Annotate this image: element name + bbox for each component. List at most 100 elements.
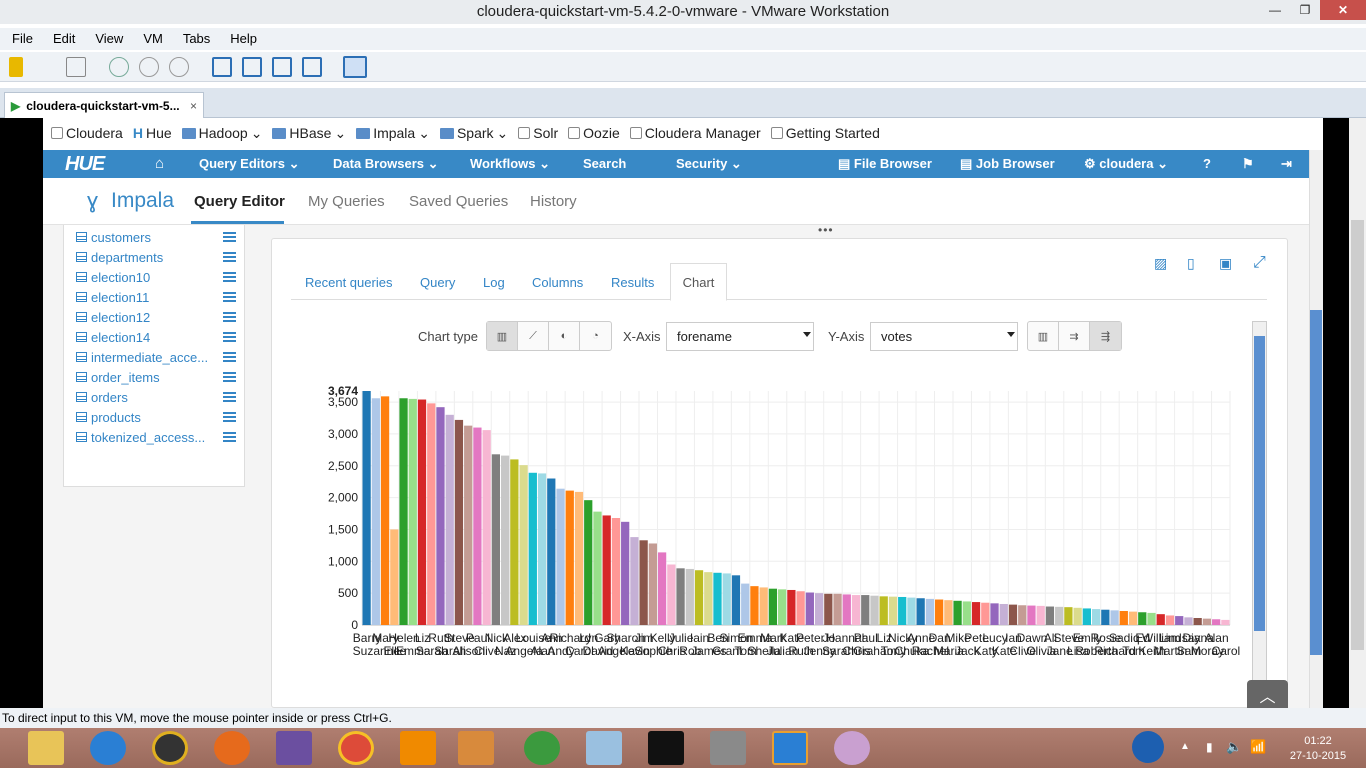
- chart-bar[interactable]: [603, 515, 611, 625]
- chart-bar[interactable]: [815, 593, 823, 625]
- logout-icon[interactable]: ⇥: [1281, 150, 1292, 178]
- subnav-my-queries[interactable]: My Queries: [308, 193, 385, 210]
- bar-chart-icon[interactable]: ▥: [487, 322, 518, 350]
- chart-bar[interactable]: [1000, 604, 1008, 625]
- table-item[interactable]: election14: [76, 327, 236, 347]
- chart-bar[interactable]: [981, 603, 989, 625]
- chart-bar[interactable]: [566, 491, 574, 625]
- nav-search[interactable]: Search: [583, 150, 626, 178]
- chart-bar[interactable]: [1120, 611, 1128, 625]
- nav-file-browser[interactable]: ▤ File Browser: [838, 150, 932, 178]
- x-axis-select[interactable]: forename: [666, 322, 814, 351]
- chart-bar[interactable]: [483, 430, 491, 625]
- nav-query-editors[interactable]: Query Editors ⌄: [199, 150, 299, 178]
- bookmark-impala[interactable]: Impala ⌄: [356, 125, 430, 142]
- chart-bar[interactable]: [1074, 608, 1082, 625]
- chart-bar[interactable]: [1110, 610, 1118, 625]
- chart-bar[interactable]: [1184, 617, 1192, 625]
- columns-list-icon[interactable]: [223, 352, 236, 362]
- chart-bar[interactable]: [880, 596, 888, 625]
- line-chart-icon[interactable]: ⟋: [518, 322, 549, 350]
- chart-bar[interactable]: [990, 603, 998, 625]
- table-item[interactable]: orders: [76, 387, 236, 407]
- help-taskbar-icon[interactable]: [1132, 731, 1164, 763]
- snapshot-icon[interactable]: [109, 57, 129, 77]
- download-manager-icon[interactable]: [524, 731, 560, 765]
- chart-bar[interactable]: [464, 426, 472, 625]
- chart-bar[interactable]: [667, 564, 675, 625]
- chart-bar[interactable]: [575, 492, 583, 625]
- table-item[interactable]: order_items: [76, 367, 236, 387]
- chart-bar[interactable]: [446, 415, 454, 625]
- vm-scrollbar-thumb[interactable]: [1351, 220, 1364, 650]
- subnav-saved-queries[interactable]: Saved Queries: [409, 193, 508, 210]
- chart-bar[interactable]: [584, 500, 592, 625]
- chart-bar[interactable]: [1055, 607, 1063, 625]
- chart-bar[interactable]: [390, 529, 398, 625]
- notepad-icon[interactable]: [586, 731, 622, 765]
- chart-bar[interactable]: [824, 594, 832, 625]
- bookmark-solr[interactable]: Solr: [518, 125, 558, 141]
- chart-bar[interactable]: [797, 591, 805, 625]
- chart-bar[interactable]: [1101, 610, 1109, 625]
- chart-bar[interactable]: [418, 400, 426, 625]
- chart-bar[interactable]: [621, 522, 629, 625]
- bookmark-hbase[interactable]: HBase ⌄: [272, 125, 346, 142]
- pie-chart-icon[interactable]: ◔: [580, 322, 611, 350]
- subnav-history[interactable]: History: [530, 193, 577, 210]
- tray-arrow-icon[interactable]: ▲: [1180, 741, 1190, 752]
- columns-list-icon[interactable]: [223, 332, 236, 342]
- chart-bar[interactable]: [861, 595, 869, 625]
- chart-bar[interactable]: [1027, 606, 1035, 625]
- chart-bar[interactable]: [455, 420, 463, 625]
- command-prompt-icon[interactable]: [648, 731, 684, 765]
- no-sort-icon[interactable]: ▥: [1028, 322, 1059, 350]
- library-icon[interactable]: [212, 57, 232, 77]
- chart-bar[interactable]: [769, 589, 777, 625]
- bookmark-cloudera-manager[interactable]: Cloudera Manager: [630, 125, 761, 141]
- menu-edit[interactable]: Edit: [53, 28, 75, 50]
- chart-bar[interactable]: [1166, 615, 1174, 625]
- bookmark-spark[interactable]: Spark ⌄: [440, 125, 508, 142]
- chart-bar[interactable]: [492, 454, 500, 625]
- vm-tab-close-icon[interactable]: ×: [190, 99, 197, 113]
- console-view-icon[interactable]: [343, 56, 367, 78]
- chart-bar[interactable]: [529, 473, 537, 625]
- chart-bar[interactable]: [473, 428, 481, 625]
- chart-bar[interactable]: [1138, 612, 1146, 625]
- chart-bar[interactable]: [658, 552, 666, 625]
- chart-bar[interactable]: [852, 595, 860, 625]
- nav-job-browser[interactable]: ▤ Job Browser: [960, 150, 1055, 178]
- paint-icon[interactable]: [834, 731, 870, 765]
- chart-bar[interactable]: [676, 568, 684, 625]
- chart-bar[interactable]: [972, 602, 980, 625]
- chart-bar[interactable]: [1064, 607, 1072, 625]
- tab-query[interactable]: Query: [420, 275, 455, 290]
- unity-icon[interactable]: [302, 57, 322, 77]
- nav-user-menu[interactable]: ⚙ cloudera ⌄: [1084, 150, 1168, 178]
- chart-bar[interactable]: [1083, 608, 1091, 625]
- chart-bar[interactable]: [870, 596, 878, 625]
- sort-asc-icon[interactable]: ⇉: [1059, 322, 1090, 350]
- tab-recent-queries[interactable]: Recent queries: [305, 275, 392, 290]
- send-keys-icon[interactable]: [66, 57, 86, 77]
- chart-bar[interactable]: [944, 600, 952, 625]
- chart-bar[interactable]: [538, 473, 546, 625]
- battery-icon[interactable]: ▮: [1206, 740, 1213, 754]
- chart-bar[interactable]: [363, 391, 371, 625]
- chart-bar[interactable]: [547, 479, 555, 625]
- chart-bar[interactable]: [593, 512, 601, 625]
- chart-bar[interactable]: [381, 396, 389, 625]
- chart-bar[interactable]: [917, 598, 925, 625]
- chart-bar[interactable]: [1147, 613, 1155, 625]
- chart-bar[interactable]: [686, 569, 694, 625]
- chart-bar[interactable]: [1212, 619, 1220, 625]
- chart-bar[interactable]: [713, 573, 721, 625]
- media-player-icon[interactable]: [152, 731, 188, 765]
- chart-scrollbar-thumb[interactable]: [1254, 336, 1265, 631]
- chart-bar[interactable]: [1221, 620, 1229, 625]
- chart-bar[interactable]: [399, 398, 407, 625]
- menu-view[interactable]: View: [95, 28, 123, 50]
- firefox-icon[interactable]: [214, 731, 250, 765]
- chart-bar[interactable]: [649, 543, 657, 625]
